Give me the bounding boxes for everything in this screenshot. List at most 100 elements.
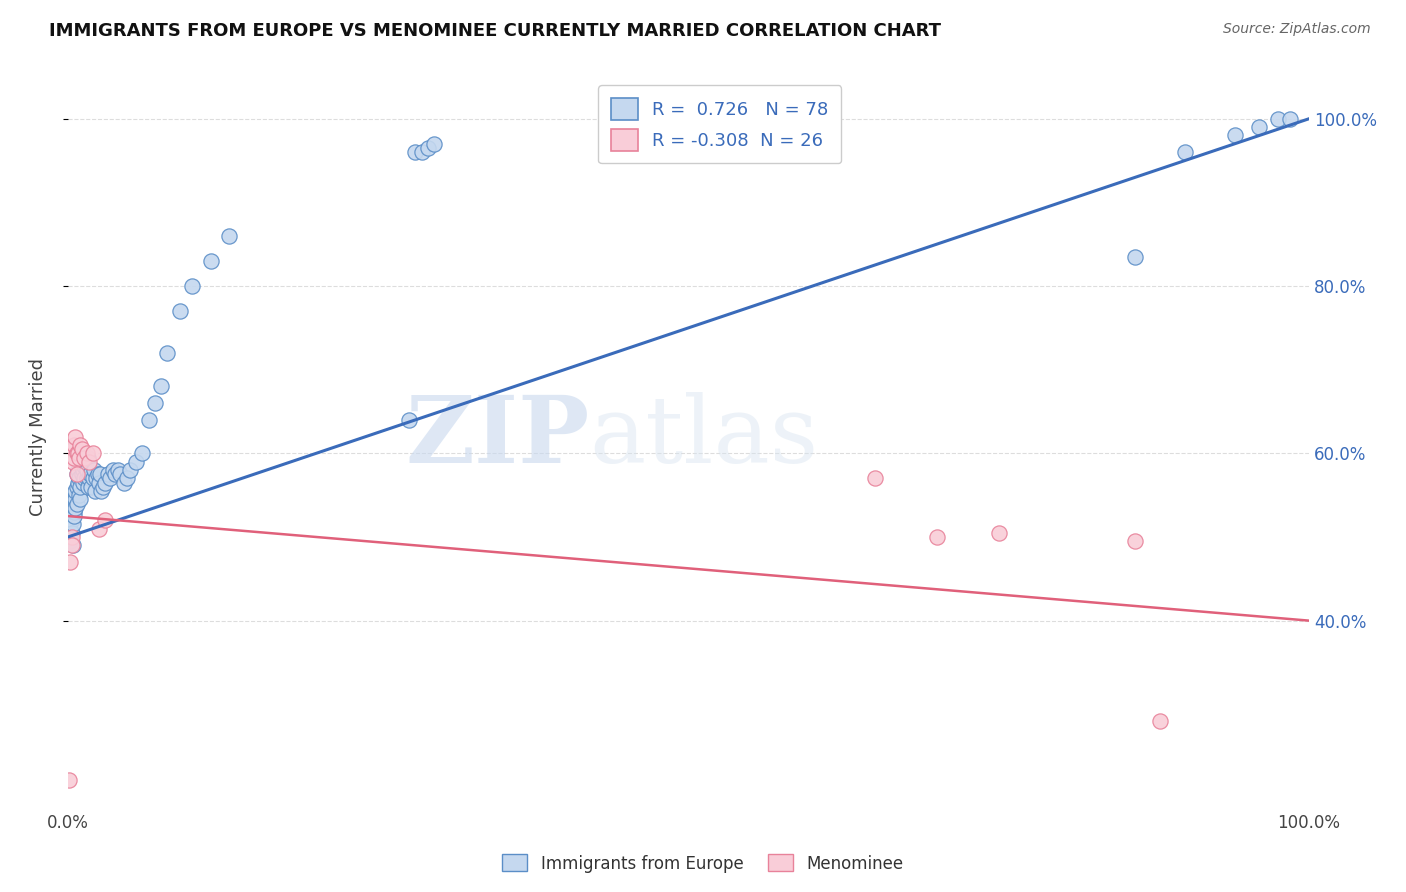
Point <box>65 492 87 507</box>
Point <box>77 471 100 485</box>
Point <box>60 538 83 552</box>
Text: Source: ZipAtlas.com: Source: ZipAtlas.com <box>1223 22 1371 37</box>
Point <box>65 467 87 482</box>
Text: ZIP: ZIP <box>405 392 589 482</box>
Point <box>65 496 87 510</box>
Legend: R =  0.726   N = 78, R = -0.308  N = 26: R = 0.726 N = 78, R = -0.308 N = 26 <box>598 85 841 163</box>
Point <box>60 530 83 544</box>
Point <box>65 483 87 498</box>
Point <box>58 772 80 787</box>
Point <box>72 475 94 490</box>
Point <box>70 442 93 457</box>
Point <box>200 254 222 268</box>
Point <box>143 396 166 410</box>
Point <box>72 463 94 477</box>
Point <box>169 304 191 318</box>
Point <box>82 446 104 460</box>
Point <box>69 455 91 469</box>
Point <box>73 458 96 473</box>
Point <box>63 509 86 524</box>
Point <box>1149 714 1171 728</box>
Point <box>118 463 141 477</box>
Point <box>70 446 93 460</box>
Point <box>63 505 86 519</box>
Point <box>84 483 107 498</box>
Point <box>1279 112 1302 126</box>
Point <box>76 471 98 485</box>
Point <box>67 488 90 502</box>
Point <box>1123 534 1146 549</box>
Point <box>398 413 420 427</box>
Point <box>86 467 108 482</box>
Point <box>69 438 91 452</box>
Point <box>65 429 87 443</box>
Point <box>80 480 103 494</box>
Point <box>101 463 124 477</box>
Point <box>62 455 84 469</box>
Point <box>108 467 131 482</box>
Point <box>58 530 80 544</box>
Point <box>112 475 135 490</box>
Point <box>60 525 83 540</box>
Text: IMMIGRANTS FROM EUROPE VS MENOMINEE CURRENTLY MARRIED CORRELATION CHART: IMMIGRANTS FROM EUROPE VS MENOMINEE CURR… <box>49 22 941 40</box>
Point <box>62 442 84 457</box>
Point <box>82 471 104 485</box>
Point <box>59 555 82 569</box>
Point <box>73 450 96 465</box>
Point <box>1223 128 1246 143</box>
Point <box>89 467 111 482</box>
Point <box>66 463 89 477</box>
Point <box>138 413 160 427</box>
Point <box>104 467 127 482</box>
Point <box>91 480 114 494</box>
Point <box>1267 112 1289 126</box>
Point <box>67 471 90 485</box>
Point <box>76 480 98 494</box>
Point <box>1249 120 1271 134</box>
Point <box>97 467 120 482</box>
Point <box>65 446 87 460</box>
Point <box>218 228 240 243</box>
Point <box>149 379 172 393</box>
Point <box>62 517 84 532</box>
Point <box>131 446 153 460</box>
Point <box>63 450 86 465</box>
Point <box>423 136 446 151</box>
Point <box>63 492 86 507</box>
Point <box>1123 250 1146 264</box>
Point <box>67 450 90 465</box>
Point <box>94 513 117 527</box>
Point <box>79 467 101 482</box>
Point <box>1174 145 1197 160</box>
Point <box>65 467 87 482</box>
Point <box>86 471 108 485</box>
Point <box>66 446 89 460</box>
Point <box>69 492 91 507</box>
Point <box>63 438 86 452</box>
Point <box>60 513 83 527</box>
Point <box>411 145 433 160</box>
Point <box>62 496 84 510</box>
Point <box>83 463 105 477</box>
Point <box>65 480 87 494</box>
Point <box>156 346 179 360</box>
Point <box>987 525 1010 540</box>
Point <box>69 480 91 494</box>
Point <box>404 145 426 160</box>
Point <box>66 475 89 490</box>
Y-axis label: Currently Married: Currently Married <box>30 358 46 516</box>
Point <box>87 522 110 536</box>
Point <box>117 471 139 485</box>
Point <box>90 483 112 498</box>
Point <box>65 500 87 515</box>
Point <box>76 446 98 460</box>
Point <box>76 463 98 477</box>
Point <box>62 538 84 552</box>
Point <box>70 467 93 482</box>
Point <box>125 455 148 469</box>
Point <box>107 463 129 477</box>
Point <box>181 279 204 293</box>
Point <box>76 450 98 465</box>
Text: atlas: atlas <box>589 392 818 482</box>
Point <box>59 534 82 549</box>
